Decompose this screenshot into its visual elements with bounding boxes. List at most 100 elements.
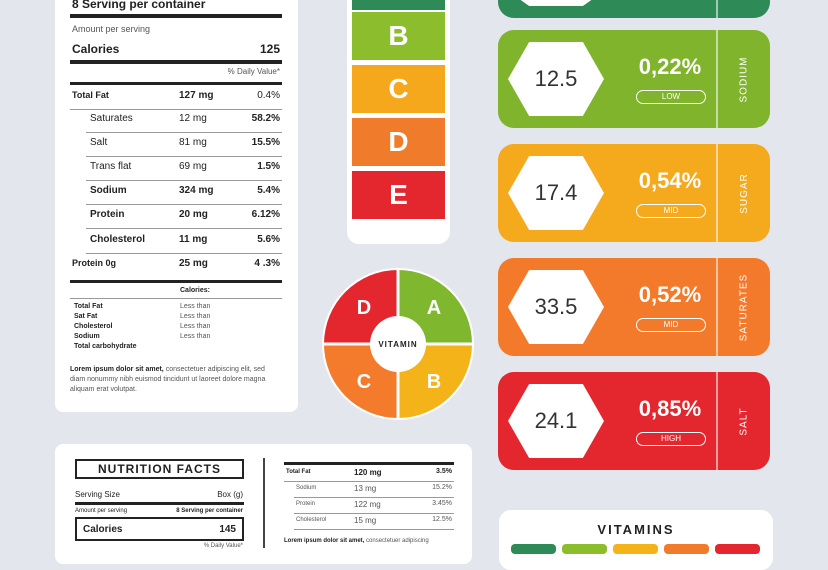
nutrient-percent: 5.6% [257,234,280,245]
vitamins-card [499,510,773,570]
nutrient-amount: 127 mg [179,90,214,101]
wheel-center-label: VITAMIN [378,340,417,349]
nutrient-pill-sodium: 12.5 0,22% LOW SODIUM [498,30,770,128]
value-hexagon: 33.5 [508,270,604,344]
nutrient-value: 12.5 [534,66,578,91]
divider [70,298,282,299]
nutrient-pill-saturates: 33.5 0,52% MID SATURATES [498,258,770,356]
nutrient-percent: 12.5% [432,516,452,523]
calories-value: 125 [259,42,280,56]
vitamin-bar [562,544,607,554]
nutrient-name: SALT [738,406,750,436]
pill-divider [716,30,718,128]
nutrient-amount: 81 mg [179,137,207,148]
nutrient-percent: 3.5% [436,468,452,475]
nutrient-amount: 122 mg [354,500,381,509]
nutrient-name: Protein [90,209,125,220]
wheel-letter-d: D [357,297,371,319]
nutrient-percent: 0,54% [638,168,702,193]
calories-value: 145 [219,523,236,535]
nutrient-row: Protein 0g 25 mg 4 .3% [72,258,280,272]
nutrient-amount: 15 mg [354,516,377,525]
nutrient-value: 24.1 [534,408,578,433]
small-row-name: Total carbohydrate [74,343,137,350]
nutrient-name: Sodium [90,185,127,196]
level-badge: MID [636,318,706,332]
nutrient-pill-sugar: 17.4 0,54% MID SUGAR [498,144,770,242]
divider [86,132,282,133]
thick-rule [284,462,454,465]
lorem-bold: Lorem ipsum dolor sit amet, [70,366,164,373]
small-row-name: Sat Fat [74,313,98,320]
lorem-rest: consectetuer adipiscing [364,538,429,544]
nutrient-amount: 324 mg [179,185,214,196]
nutrient-side-label: SALT [718,372,770,470]
column-divider [263,458,265,548]
grade-letter: C [388,73,409,104]
small-row-value: Less than [180,323,211,330]
nutrition-label-card [55,0,298,412]
divider [86,156,282,157]
nutrition-facts-title: NUTRITION FACTS [98,462,221,476]
nutrient-row: Protein 20 mg 6.12% [72,209,282,229]
nutrient-percent: 3.45% [432,500,452,507]
nutrient-name: SUGAR [738,172,750,214]
nutrient-name: Total Fat [286,469,311,475]
vitamin-bar [715,544,760,554]
lorem-text: Lorem ipsum dolor sit amet, consectetuer… [70,365,280,395]
nutrient-amount: 20 mg [179,209,208,220]
calories-box: Calories 145 [75,517,244,541]
nutrient-percent: 15.2% [432,484,452,491]
lorem-text: Lorem ipsum dolor sit amet, consectetuer… [284,538,464,544]
calories-row: Calories 125 [72,42,280,56]
divider [284,481,454,482]
grade-b: B [352,12,445,60]
nutrient-row: Sodium 324 mg 5.4% [72,185,282,205]
grade-letter: D [388,126,409,157]
nutrient-percent: 6.12% [251,209,280,220]
small-row-name: Sodium [74,333,100,340]
serving-size-label: Serving Size [75,489,120,499]
small-row-value: Less than [180,313,211,320]
divider [70,109,282,110]
nutrient-name: SATURATES [738,273,750,341]
grade-e: E [352,171,445,219]
wheel-letter-b: B [427,371,441,393]
divider [86,204,282,205]
level-badge: HIGH [636,432,706,446]
value-hexagon: 24.1 [508,384,604,458]
nutrient-percent: 0.4% [257,90,280,101]
vitamins-title: VITAMINS [597,522,675,537]
pill-divider [716,144,718,242]
vitamin-wheel: VITAMIN A B C D [322,268,474,420]
nutrient-name: Salt [90,137,108,148]
grade-c: C [352,65,445,113]
nutrient-row: Salt 81 mg 15.5% [72,137,282,157]
nutrient-name: Saturates [90,113,133,124]
nutrient-percent: 58.2% [251,113,280,124]
serving-per-container: 8 Serving per container [72,0,206,11]
nutrient-side-label: SODIUM [718,30,770,128]
nutrition-facts-title-box: NUTRITION FACTS [75,459,244,479]
vitamin-bar [664,544,709,554]
wheel-letter-a: A [427,297,441,319]
divider [294,513,454,514]
nutrient-name: Sodium [296,485,317,491]
nutrient-pill-salt: 24.1 0,85% HIGH SALT [498,372,770,470]
nutrient-row: Total Fat 127 mg 0.4% [70,90,282,110]
nutrient-percent: 1.5% [257,161,280,172]
thick-rule [70,82,282,85]
nutrient-percent: 4 .3% [254,258,280,269]
nutrient-name: Total Fat [72,90,109,100]
nutrient-name: Protein [296,501,316,507]
nutrient-name: SODIUM [738,56,750,102]
nutrient-amount: 120 mg [354,468,382,477]
nutrient-value: 33.5 [534,294,578,319]
nutrient-percent: 15.5% [251,137,280,148]
thick-rule [70,60,282,64]
nutrient-percent: 0,52% [638,282,702,307]
divider [86,228,282,229]
nutrient-name: Trans flat [90,161,132,172]
nutrient-percent: 0,85% [638,396,702,421]
daily-value-header: % Daily Value* [203,543,243,549]
